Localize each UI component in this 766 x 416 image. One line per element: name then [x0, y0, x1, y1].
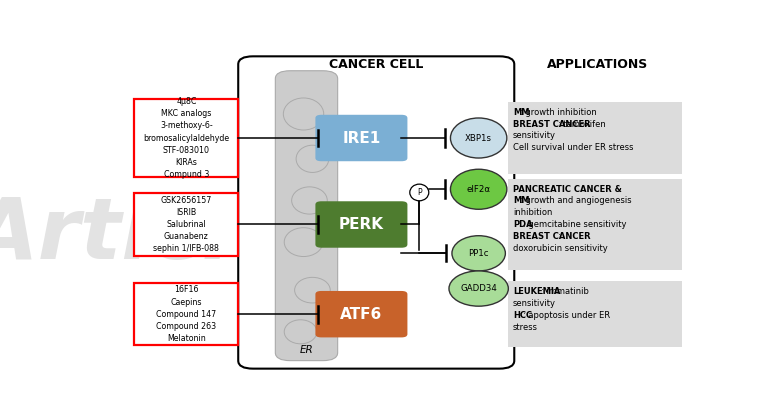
- Ellipse shape: [283, 98, 324, 130]
- FancyBboxPatch shape: [316, 291, 408, 337]
- Text: : apoptosis under ER: : apoptosis under ER: [523, 311, 611, 320]
- Text: stress: stress: [513, 323, 538, 332]
- Text: CANCER CELL: CANCER CELL: [329, 58, 423, 71]
- Text: : gemcitabine sensitivity: : gemcitabine sensitivity: [523, 220, 627, 229]
- Ellipse shape: [284, 320, 317, 344]
- Ellipse shape: [410, 184, 429, 201]
- Text: inhibition: inhibition: [513, 208, 552, 217]
- Text: HCC: HCC: [513, 311, 532, 320]
- Text: PERK: PERK: [339, 217, 384, 232]
- Text: BREAST CANCER: BREAST CANCER: [513, 232, 591, 241]
- Ellipse shape: [452, 236, 506, 271]
- FancyBboxPatch shape: [134, 99, 238, 177]
- Text: BREAST CANCER: BREAST CANCER: [513, 119, 591, 129]
- Text: : growth inhibition: : growth inhibition: [520, 108, 597, 117]
- Ellipse shape: [284, 228, 322, 257]
- Text: : tamoxifen: : tamoxifen: [558, 119, 606, 129]
- Text: MM: MM: [513, 196, 529, 206]
- Text: sensitivity: sensitivity: [513, 131, 556, 141]
- Text: Cell survival under ER stress: Cell survival under ER stress: [513, 143, 633, 152]
- FancyBboxPatch shape: [238, 56, 514, 369]
- Text: 4μ8C
MKC analogs
3-methoxy-6-
bromosalicylaldehyde
STF-083010
KIRAs
Compund 3: 4μ8C MKC analogs 3-methoxy-6- bromosalic…: [143, 97, 229, 179]
- Text: doxorubicin sensitivity: doxorubicin sensitivity: [513, 244, 608, 253]
- Ellipse shape: [295, 277, 330, 303]
- Text: XBP1s: XBP1s: [465, 134, 492, 143]
- Text: :: :: [558, 232, 561, 241]
- Text: APPLICATIONS: APPLICATIONS: [547, 58, 648, 71]
- Text: : growth and angiogenesis: : growth and angiogenesis: [520, 196, 632, 206]
- Text: 16F16
Caepins
Compound 147
Compound 263
Melatonin: 16F16 Caepins Compound 147 Compound 263 …: [156, 285, 216, 343]
- Ellipse shape: [292, 187, 327, 214]
- Text: Article: Article: [0, 194, 290, 277]
- Text: sensitivity: sensitivity: [513, 299, 556, 308]
- Text: PANCREATIC CANCER &: PANCREATIC CANCER &: [513, 185, 622, 193]
- Ellipse shape: [296, 145, 329, 173]
- Text: GADD34: GADD34: [460, 284, 497, 293]
- Text: ER: ER: [300, 345, 313, 355]
- Text: LEUKEMIA: LEUKEMIA: [513, 287, 561, 296]
- Text: GSK2656157
ISRIB
Salubrinal
Guanabenz
sephin 1/IFB-088: GSK2656157 ISRIB Salubrinal Guanabenz se…: [153, 196, 219, 253]
- FancyBboxPatch shape: [316, 115, 408, 161]
- Text: PP1c: PP1c: [468, 249, 489, 258]
- Ellipse shape: [449, 271, 509, 306]
- Text: PDA: PDA: [513, 220, 532, 229]
- FancyBboxPatch shape: [509, 179, 683, 270]
- FancyBboxPatch shape: [316, 201, 408, 248]
- Ellipse shape: [450, 118, 507, 158]
- Text: MM: MM: [513, 108, 529, 117]
- Text: ATF6: ATF6: [340, 307, 382, 322]
- Ellipse shape: [450, 169, 507, 209]
- FancyBboxPatch shape: [509, 281, 683, 347]
- FancyBboxPatch shape: [509, 102, 683, 174]
- Text: IRE1: IRE1: [342, 131, 381, 146]
- Text: P: P: [417, 188, 421, 197]
- Text: : immatinib: : immatinib: [541, 287, 588, 296]
- FancyBboxPatch shape: [275, 71, 338, 361]
- FancyBboxPatch shape: [134, 193, 238, 256]
- Text: eIF2α: eIF2α: [466, 185, 491, 194]
- FancyBboxPatch shape: [134, 283, 238, 345]
